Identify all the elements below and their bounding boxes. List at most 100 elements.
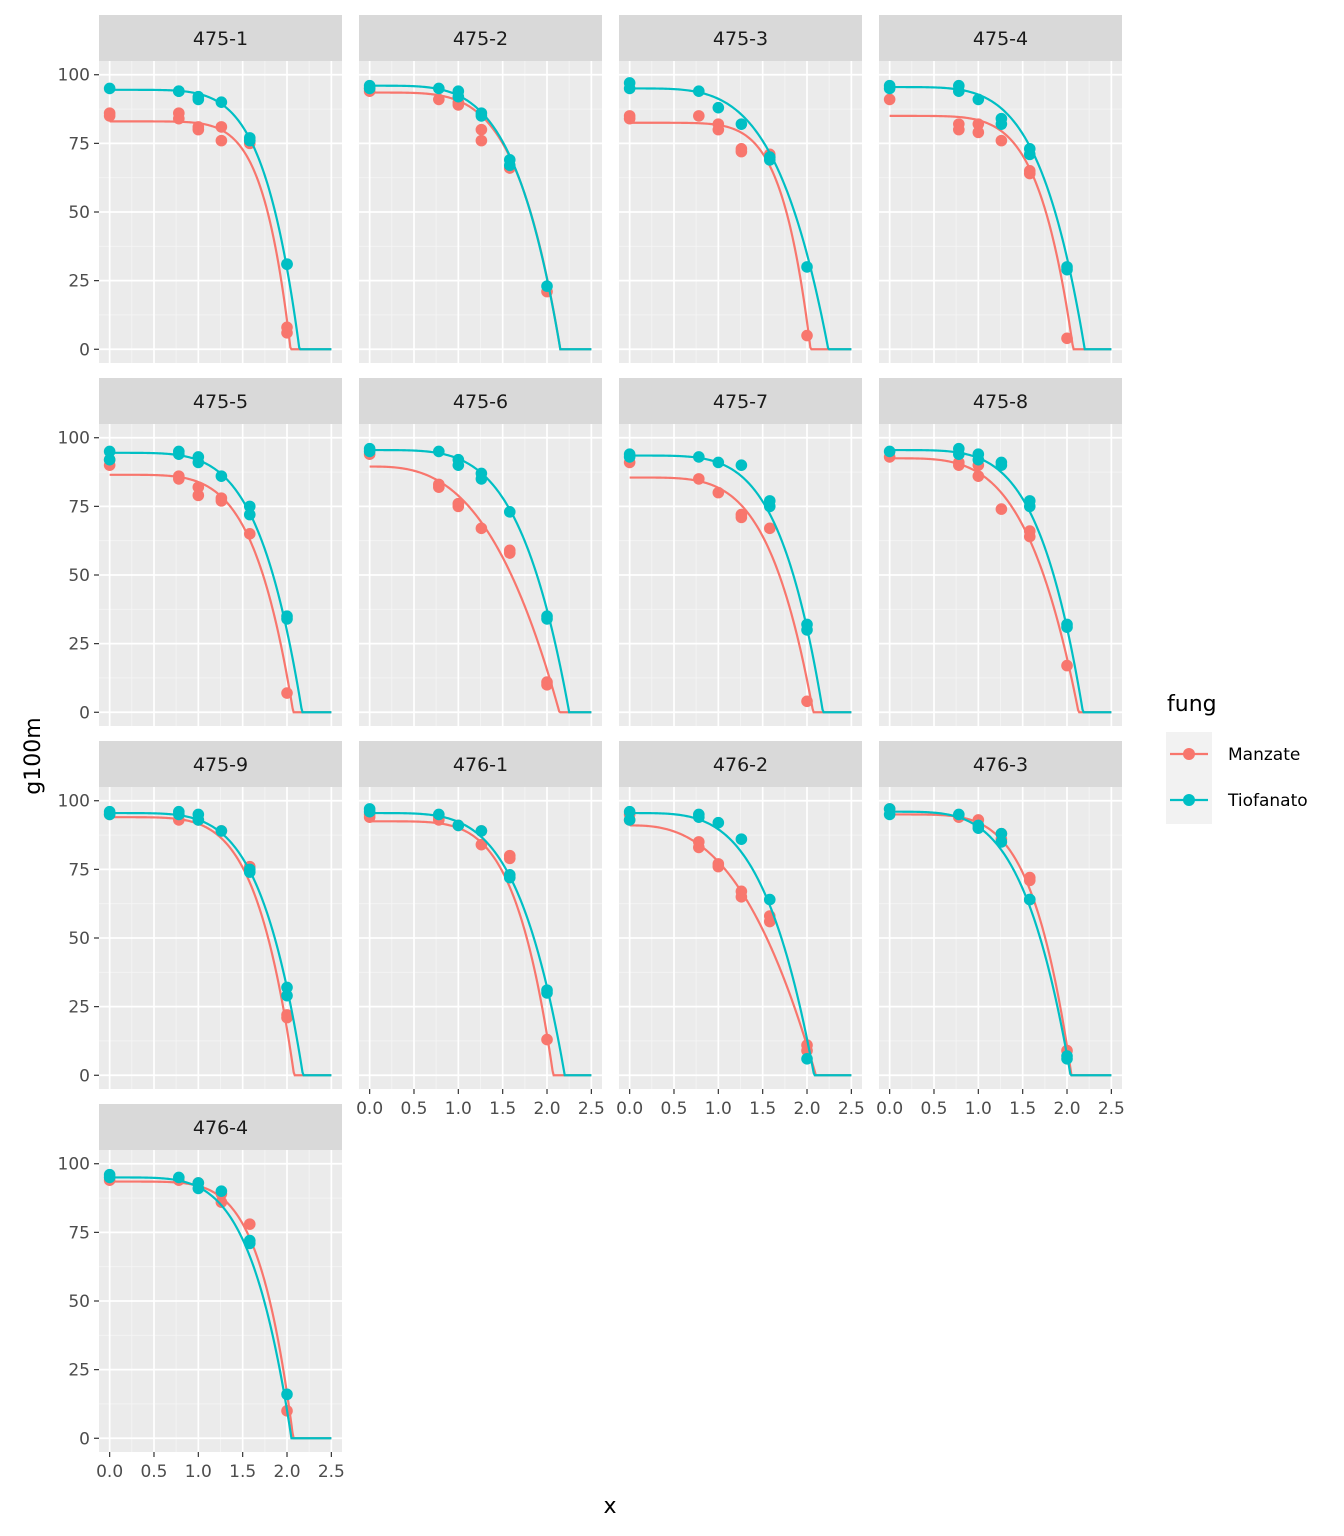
x-tick-label: 2.0	[793, 1099, 820, 1119]
facet-strip	[99, 378, 342, 424]
data-point-tiofanato	[475, 110, 488, 122]
data-point-tiofanato	[801, 261, 813, 273]
fit-curve-tiofanato	[629, 87, 852, 351]
data-point-manzate	[281, 1011, 293, 1024]
data-point-tiofanato	[173, 1171, 185, 1184]
data-point-tiofanato	[243, 500, 256, 513]
data-point-manzate	[503, 547, 516, 559]
x-tick-label: 0.5	[400, 1099, 427, 1119]
data-point-manzate	[953, 459, 965, 471]
data-point-tiofanato	[243, 508, 256, 521]
facet-panel-475-7: 475-7	[619, 378, 862, 726]
facet-strip-label: 476-1	[453, 754, 508, 776]
x-tick-label: 0.0	[876, 1099, 903, 1119]
facet-strip	[619, 378, 862, 424]
facet-strip	[879, 15, 1122, 61]
y-tick-label: 100	[58, 429, 90, 449]
x-tick-label: 2.0	[273, 1462, 300, 1482]
data-point-manzate	[281, 327, 293, 339]
x-tick-label: 1.5	[229, 1462, 256, 1482]
fit-curve-tiofanato	[889, 448, 1112, 714]
data-point-tiofanato	[623, 451, 636, 463]
fit-curve-tiofanato	[889, 810, 1112, 1077]
data-point-manzate	[475, 522, 488, 535]
data-point-tiofanato	[623, 814, 636, 826]
data-point-tiofanato	[712, 101, 725, 114]
data-point-manzate	[972, 118, 985, 130]
x-tick-label: 0.5	[660, 1099, 687, 1119]
facet-panel-476-3: 476-3 0.0 0.5 1.0 1.5 2.0 2.5	[876, 741, 1125, 1119]
data-point-tiofanato	[883, 808, 896, 821]
data-point-tiofanato	[363, 445, 376, 458]
data-point-tiofanato	[623, 82, 636, 95]
y-tick-label: 75	[68, 134, 90, 154]
data-point-tiofanato	[763, 893, 776, 906]
facet-strip-label: 475-1	[193, 28, 248, 50]
data-point-tiofanato	[623, 805, 636, 818]
data-point-tiofanato	[1061, 621, 1073, 633]
data-point-manzate	[623, 112, 636, 125]
facet-panel-475-5: 475-5 0 25 50 75 100	[58, 378, 342, 726]
data-point-manzate	[972, 126, 985, 139]
data-point-manzate	[541, 679, 553, 691]
legend-label-manzate: Manzate	[1228, 745, 1300, 765]
data-point-manzate	[995, 503, 1008, 515]
data-point-manzate	[693, 473, 705, 485]
legend-key-tiofanato-point	[1183, 794, 1195, 806]
facet-panel-475-3: 475-3	[619, 15, 862, 363]
x-tick-label: 0.5	[920, 1099, 947, 1119]
data-point-tiofanato	[433, 445, 445, 458]
data-point-tiofanato	[173, 85, 185, 97]
data-point-manzate	[763, 522, 776, 535]
data-point-tiofanato	[972, 453, 985, 466]
data-point-manzate	[735, 891, 748, 903]
data-point-manzate	[215, 121, 228, 133]
data-point-tiofanato	[243, 1237, 256, 1250]
data-point-manzate	[173, 112, 185, 125]
data-point-manzate	[735, 145, 748, 158]
data-point-tiofanato	[801, 1053, 813, 1065]
x-tick-label: 0.5	[140, 1462, 167, 1482]
data-point-manzate	[972, 470, 985, 482]
data-point-manzate	[735, 511, 748, 524]
data-point-tiofanato	[215, 1185, 228, 1197]
data-point-manzate	[1061, 332, 1073, 345]
data-point-tiofanato	[693, 811, 705, 823]
data-point-tiofanato	[953, 808, 965, 821]
data-point-tiofanato	[712, 816, 725, 829]
data-point-manzate	[712, 123, 725, 136]
fit-curve-manzate	[109, 816, 332, 1077]
x-tick-label: 2.5	[318, 1462, 345, 1482]
facet-panel-475-8: 475-8	[879, 378, 1122, 726]
data-point-manzate	[215, 1196, 228, 1208]
data-point-tiofanato	[173, 448, 185, 461]
data-point-manzate	[243, 1218, 256, 1230]
data-point-tiofanato	[215, 96, 228, 108]
facet-strip	[879, 378, 1122, 424]
y-tick-label: 50	[68, 566, 90, 586]
x-tick-label: 1.0	[185, 1462, 212, 1482]
y-tick-label: 75	[68, 497, 90, 517]
fit-curve-manzate	[369, 465, 592, 714]
data-point-manzate	[693, 841, 705, 854]
facet-strip	[359, 741, 602, 787]
facet-strip	[359, 15, 602, 61]
data-point-manzate	[712, 860, 725, 873]
data-point-tiofanato	[173, 808, 185, 821]
x-tick-label: 0.0	[96, 1462, 123, 1482]
data-point-manzate	[801, 695, 813, 708]
data-point-tiofanato	[452, 459, 465, 471]
data-point-manzate	[243, 528, 256, 540]
data-point-tiofanato	[452, 90, 465, 103]
y-tick-label: 100	[58, 1155, 90, 1175]
data-point-manzate	[801, 329, 813, 342]
y-tick-label: 0	[79, 1066, 90, 1086]
data-point-manzate	[173, 473, 185, 485]
data-point-manzate	[281, 687, 293, 699]
y-tick-label: 0	[79, 340, 90, 360]
data-point-manzate	[433, 481, 445, 493]
y-axis-title: g100m	[21, 717, 46, 794]
y-tick-label: 100	[58, 66, 90, 86]
data-point-manzate	[503, 852, 516, 865]
data-point-manzate	[953, 123, 965, 136]
